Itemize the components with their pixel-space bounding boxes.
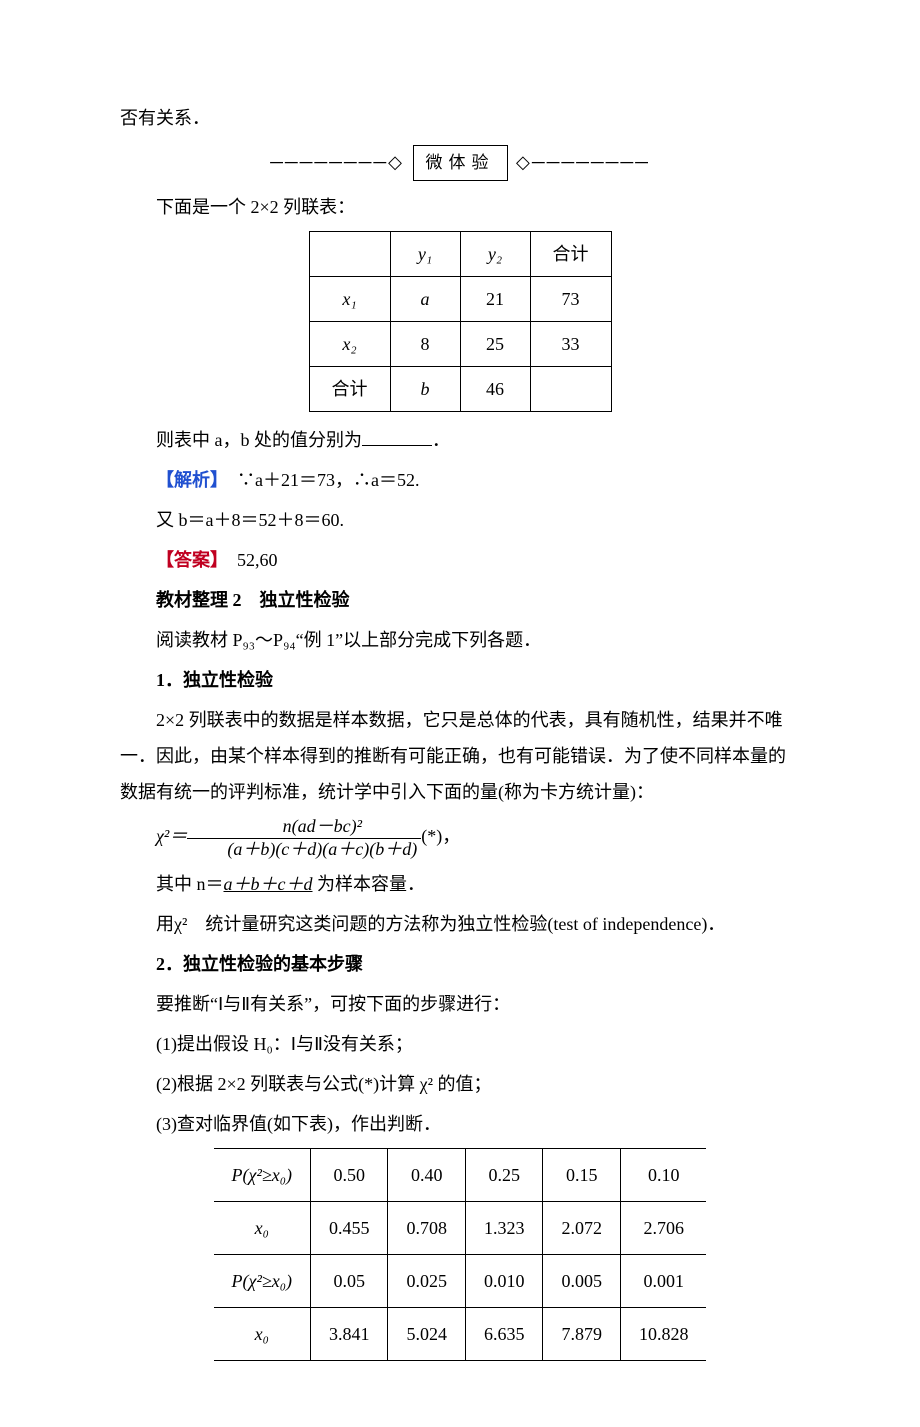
cell (309, 232, 390, 277)
table-row: x₂ 8 25 33 (309, 322, 611, 367)
cell: 73 (530, 277, 611, 322)
table-row: x₀ 3.841 5.024 6.635 7.879 10.828 (214, 1308, 707, 1361)
chi-square-formula: χ²＝n(ad－bc)²(a＋b)(c＋d)(a＋c)(b＋d)(*)， (120, 816, 800, 860)
cell: 2.706 (620, 1202, 706, 1255)
cell: b (390, 367, 460, 412)
divider-right-deco: ◇──────── (516, 152, 650, 172)
cell: 0.10 (620, 1149, 706, 1202)
cell: 46 (460, 367, 530, 412)
divider-row: ────────◇ 微体验 ◇──────── (120, 144, 800, 181)
cell: 0.010 (465, 1255, 543, 1308)
formula-numerator: n(ad－bc)² (187, 816, 421, 839)
cell: 5.024 (388, 1308, 466, 1361)
cell: 0.50 (310, 1149, 388, 1202)
formula-denominator: (a＋b)(c＋d)(a＋c)(b＋d) (187, 839, 421, 861)
cell-header: P(χ²≥x₀) (214, 1255, 311, 1308)
analysis-text-1: ∵a＋21＝73，∴a＝52. (219, 470, 419, 490)
s2-heading-2: 2．独立性检验的基本步骤 (120, 946, 800, 982)
cell: 0.15 (543, 1149, 621, 1202)
intro-line: 下面是一个 2×2 列联表： (120, 189, 800, 225)
formula-lhs: χ²＝ (156, 826, 187, 846)
s2-p2-pre: 其中 n＝ (156, 874, 224, 894)
cell: 0.005 (543, 1255, 621, 1308)
table-row: x₁ a 21 73 (309, 277, 611, 322)
cell: x₂ (309, 322, 390, 367)
formula-fraction: n(ad－bc)²(a＋b)(c＋d)(a＋c)(b＋d) (187, 816, 421, 860)
cell: y₂ (460, 232, 530, 277)
table-row: P(χ²≥x₀) 0.50 0.40 0.25 0.15 0.10 (214, 1149, 707, 1202)
s2-para-1: 2×2 列联表中的数据是样本数据，它只是总体的代表，具有随机性，结果并不唯一．因… (120, 702, 800, 810)
analysis-line-2: 又 b＝a＋8＝52＋8＝60. (120, 502, 800, 538)
cell: 0.40 (388, 1149, 466, 1202)
cell: 合计 (309, 367, 390, 412)
answer-line: 【答案】 52,60 (120, 542, 800, 578)
s2-para-2: 其中 n＝a＋b＋c＋d 为样本容量． (120, 866, 800, 902)
cell: 1.323 (465, 1202, 543, 1255)
cell: 0.025 (388, 1255, 466, 1308)
divider-left-deco: ────────◇ (270, 152, 404, 172)
table-row: 合计 b 46 (309, 367, 611, 412)
cell: 6.635 (465, 1308, 543, 1361)
cell: 0.455 (310, 1202, 388, 1255)
question-text: 则表中 a，b 处的值分别为 (156, 430, 362, 450)
cell: 33 (530, 322, 611, 367)
section2-reading: 阅读教材 P₉₃～P₉₄“例 1”以上部分完成下列各题． (120, 622, 800, 658)
blank-underline (362, 424, 432, 446)
answer-tag: 【答案】 (156, 550, 219, 570)
question-suffix: ． (432, 430, 450, 450)
cell: 3.841 (310, 1308, 388, 1361)
critical-value-table: P(χ²≥x₀) 0.50 0.40 0.25 0.15 0.10 x₀ 0.4… (214, 1148, 707, 1361)
answer-value: 52,60 (219, 550, 278, 570)
cell: y₁ (390, 232, 460, 277)
contingency-table: y₁ y₂ 合计 x₁ a 21 73 x₂ 8 25 33 合计 b 46 (309, 231, 612, 412)
s2-para-4: 要推断“Ⅰ与Ⅱ有关系”，可按下面的步骤进行： (120, 986, 800, 1022)
cell (530, 367, 611, 412)
s2-para-3: 用χ² 统计量研究这类问题的方法称为独立性检验(test of independ… (120, 906, 800, 942)
table-row: x₀ 0.455 0.708 1.323 2.072 2.706 (214, 1202, 707, 1255)
cell: 合计 (530, 232, 611, 277)
cell: a (390, 277, 460, 322)
table-row: P(χ²≥x₀) 0.05 0.025 0.010 0.005 0.001 (214, 1255, 707, 1308)
section2-title: 教材整理 2 独立性检验 (120, 582, 800, 618)
s2-p2-post: 为样本容量． (313, 874, 426, 894)
formula-suffix: (*)， (421, 826, 460, 846)
analysis-line-1: 【解析】 ∵a＋21＝73，∴a＝52. (120, 462, 800, 498)
cell: 0.25 (465, 1149, 543, 1202)
cell: 10.828 (620, 1308, 706, 1361)
s2-step-2: (2)根据 2×2 列联表与公式(*)计算 χ² 的值； (120, 1066, 800, 1102)
divider-label: 微体验 (413, 145, 508, 181)
top-fragment-text: 否有关系． (120, 100, 800, 136)
cell: 21 (460, 277, 530, 322)
cell-header: x₀ (214, 1308, 311, 1361)
cell: 2.072 (543, 1202, 621, 1255)
cell: 25 (460, 322, 530, 367)
cell: 0.001 (620, 1255, 706, 1308)
cell: 0.05 (310, 1255, 388, 1308)
s2-step-3: (3)查对临界值(如下表)，作出判断． (120, 1106, 800, 1142)
analysis-tag: 【解析】 (156, 470, 219, 490)
cell: 0.708 (388, 1202, 466, 1255)
question-line: 则表中 a，b 处的值分别为 ． (120, 422, 800, 458)
cell-header: x₀ (214, 1202, 311, 1255)
cell: 7.879 (543, 1308, 621, 1361)
cell: x₁ (309, 277, 390, 322)
s2-step-1: (1)提出假设 H₀：Ⅰ与Ⅱ没有关系； (120, 1026, 800, 1062)
cell-header: P(χ²≥x₀) (214, 1149, 311, 1202)
table-row: y₁ y₂ 合计 (309, 232, 611, 277)
s2-p2-underline: a＋b＋c＋d (224, 874, 313, 894)
cell: 8 (390, 322, 460, 367)
s2-heading-1: 1．独立性检验 (120, 662, 800, 698)
